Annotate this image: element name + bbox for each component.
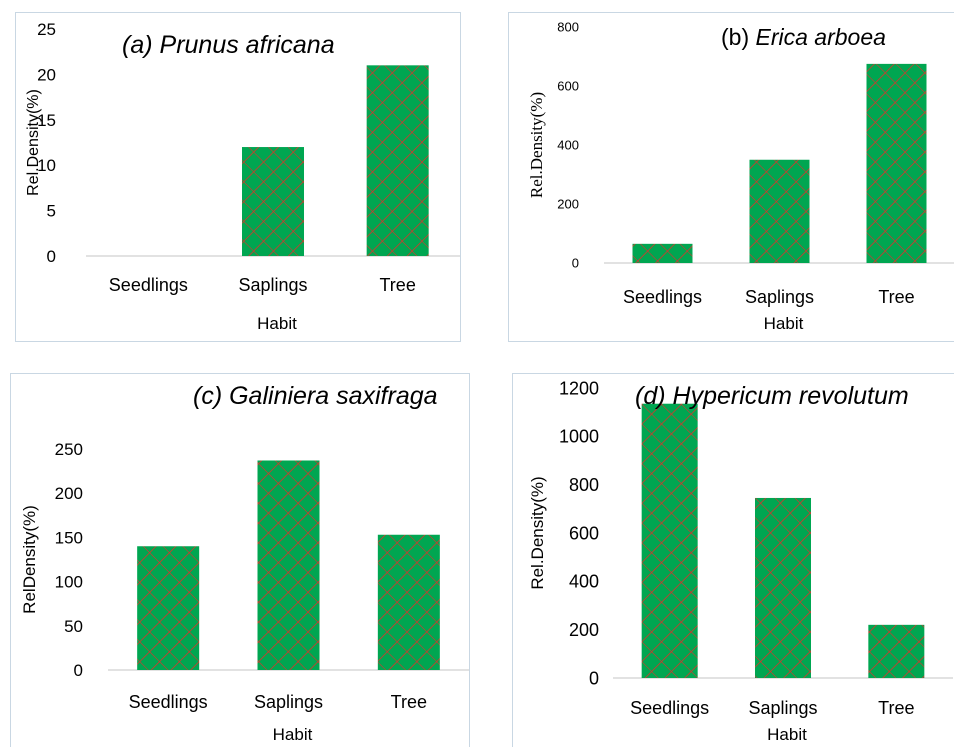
x-tick-label: Saplings xyxy=(238,275,307,295)
chart-c-svg: 0 50 100 150 200 250 Seedlings Saplings Tree Habi… xyxy=(20,382,469,744)
y-axis-title: Rel.Density(%) xyxy=(528,476,547,589)
y-tick-label: 200 xyxy=(557,197,579,212)
y-tick-label: 400 xyxy=(557,138,579,153)
x-axis-title: Habit xyxy=(273,725,313,744)
x-axis-title: Habit xyxy=(764,314,804,333)
chart-title-species: Galiniera saxifraga xyxy=(229,382,438,410)
x-tick-label: Seedlings xyxy=(623,287,702,307)
y-tick-label: 25 xyxy=(37,20,56,39)
chart-a-svg: 0 5 10 15 20 25 Seedlings Saplings Tree Habit Rel.… xyxy=(25,20,460,333)
y-tick-label: 15 xyxy=(37,111,56,130)
y-tick-label: 0 xyxy=(74,661,83,680)
chart-title-label: (c) xyxy=(193,382,222,410)
bar-seedlings xyxy=(632,243,693,263)
chart-title: (d) Hypericum revolutum xyxy=(635,382,909,410)
x-tick-label: Saplings xyxy=(254,692,323,712)
bar-seedlings xyxy=(641,403,698,678)
y-tick-label: 600 xyxy=(557,79,579,94)
y-tick-label: 0 xyxy=(572,256,579,271)
chart-title: (a) Prunus africana xyxy=(122,31,335,59)
y-axis-title: RelDensity(%) xyxy=(20,505,39,614)
bar-saplings xyxy=(257,460,320,670)
y-tick-label: 1000 xyxy=(559,427,599,447)
chart-panel-b: 0 200 400 600 800 Seedlings Saplings Tree Habit R… xyxy=(508,12,954,342)
y-tick-label: 800 xyxy=(557,20,579,35)
y-tick-label: 0 xyxy=(589,668,599,688)
y-tick-label: 600 xyxy=(569,523,599,543)
chart-panel-c: 0 50 100 150 200 250 Seedlings Saplings Tree Habi… xyxy=(10,373,470,747)
y-axis-title: Rel.Density(%) xyxy=(25,89,42,196)
y-tick-label: 200 xyxy=(569,620,599,640)
chart-panel-a: 0 5 10 15 20 25 Seedlings Saplings Tree Habit Rel.… xyxy=(15,12,461,342)
bar-seedlings xyxy=(137,546,200,670)
chart-title-label: (b) xyxy=(721,24,749,50)
y-tick-label: 5 xyxy=(47,202,56,221)
x-tick-label: Tree xyxy=(391,692,427,712)
y-tick-label: 400 xyxy=(569,572,599,592)
x-tick-label: Seedlings xyxy=(630,698,709,718)
chart-title-species: Hypericum revolutum xyxy=(673,382,909,410)
y-tick-label: 1200 xyxy=(559,378,599,398)
bar-tree xyxy=(366,65,429,256)
y-tick-label: 250 xyxy=(55,440,83,459)
y-axis-title: Rel.Density(%) xyxy=(527,92,546,198)
x-tick-label: Seedlings xyxy=(109,275,188,295)
y-tick-label: 800 xyxy=(569,475,599,495)
y-tick-label: 200 xyxy=(55,484,83,503)
y-tick-label: 20 xyxy=(37,65,56,84)
chart-title: (c) Galiniera saxifraga xyxy=(193,382,438,410)
x-tick-label: Tree xyxy=(379,275,415,295)
bar-saplings xyxy=(755,497,811,678)
chart-title-label: (a) xyxy=(122,31,153,59)
chart-title-label: (d) xyxy=(635,382,666,410)
bar-saplings xyxy=(749,159,810,263)
y-tick-label: 50 xyxy=(64,617,83,636)
y-tick-label: 150 xyxy=(55,528,83,547)
chart-b-svg: 0 200 400 600 800 Seedlings Saplings Tree Habit R… xyxy=(527,20,954,333)
bar-tree xyxy=(377,534,440,670)
x-tick-label: Tree xyxy=(878,287,914,307)
x-tick-label: Seedlings xyxy=(129,692,208,712)
y-tick-label: 10 xyxy=(37,156,56,175)
x-tick-label: Tree xyxy=(878,698,914,718)
chart-title-species: Prunus africana xyxy=(160,31,335,59)
x-axis-title: Habit xyxy=(767,725,807,744)
x-axis-title: Habit xyxy=(257,314,297,333)
chart-d-svg: 0 200 400 600 800 1000 1200 Seedlings Saplings Tr… xyxy=(528,378,953,744)
chart-title-species: Erica arboea xyxy=(756,24,886,50)
chart-panel-d: 0 200 400 600 800 1000 1200 Seedlings Saplings Tr… xyxy=(512,373,954,747)
y-tick-label: 0 xyxy=(47,247,56,266)
x-tick-label: Saplings xyxy=(748,698,817,718)
y-tick-label: 100 xyxy=(55,573,83,592)
bar-tree xyxy=(866,63,927,263)
bar-tree xyxy=(868,624,925,678)
chart-title: (b) Erica arboea xyxy=(721,24,886,50)
bar-saplings xyxy=(242,147,304,256)
x-tick-label: Saplings xyxy=(745,287,814,307)
